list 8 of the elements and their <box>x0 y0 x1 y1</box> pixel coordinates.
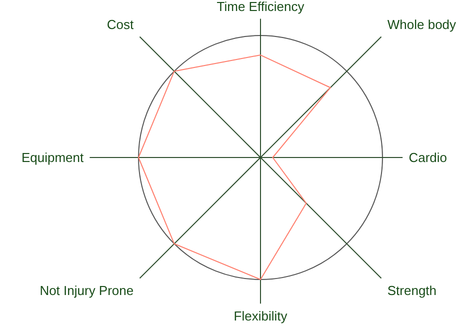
spoke-label: Cost <box>106 16 134 32</box>
spoke-label: Not Injury Prone <box>40 283 134 298</box>
spoke-label: Flexibility <box>234 308 288 324</box>
spoke-label: Cardio <box>408 150 447 165</box>
spoke-label: Time Efficiency <box>216 0 305 14</box>
spoke-label: Strength <box>387 283 437 298</box>
spoke-label: Whole body <box>387 16 457 32</box>
spoke-label: Equipment <box>21 150 84 165</box>
